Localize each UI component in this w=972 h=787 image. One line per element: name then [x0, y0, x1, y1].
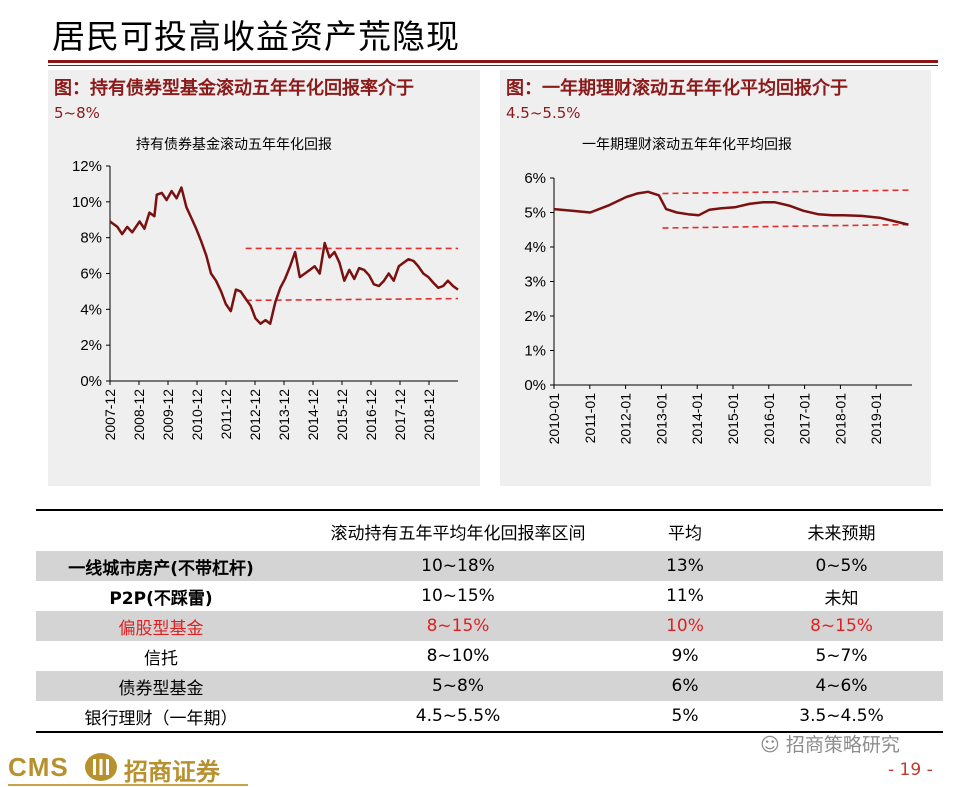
company-logo-name: 招商证券 [124, 757, 220, 786]
left-chart-title: 持有债券基金滚动五年年化回报 [136, 137, 332, 153]
table-cell-average: 11% [666, 586, 704, 606]
x-tick-label: 2017-01 [797, 393, 813, 445]
x-tick-label: 2008-12 [131, 389, 147, 441]
table-cell-asset: 信托 [144, 648, 178, 669]
x-tick-label: 2016-12 [363, 389, 379, 441]
watermark-text: 招商策略研究 [785, 734, 900, 756]
table-cell-outlook: 4~6% [740, 671, 943, 701]
range-band-line [662, 189, 913, 195]
table-cell-asset: 债券型基金 [36, 671, 286, 701]
table-row-highlighted: 偏股型基金 8~15% 10% 8~15% [36, 611, 943, 641]
x-tick-label: 2015-01 [725, 393, 741, 445]
table-cell-asset: P2P(不踩雷) [109, 588, 213, 609]
wealth-product-return-chart: 0% 1% 2% 3% 4% 5% 6% 2010-01 2011-01 2012-01 2013-… [524, 170, 913, 445]
table-header-average: 平均 [630, 509, 740, 551]
page-title: 居民可投高收益资产荒隐现 [52, 17, 460, 56]
cms-logo-icon [85, 753, 117, 781]
range-band-line [245, 297, 459, 302]
table-cell-asset: 偏股型基金 [36, 611, 286, 641]
title-divider-thin [48, 65, 938, 66]
x-tick-label: 2011-12 [218, 389, 234, 440]
table-cell-range: 4.5~5.5% [286, 701, 630, 733]
table-header-outlook: 未来预期 [740, 509, 943, 551]
left-chart-caption: 图：持有债券型基金滚动五年年化回报率介于 [54, 78, 414, 99]
table-header-range: 滚动持有五年平均年化回报率区间 [286, 509, 630, 551]
table-cell-range: 8~15% [286, 611, 630, 641]
y-tick-label: 12% [72, 158, 102, 175]
table-cell-average: 5% [630, 701, 740, 733]
y-tick-label: 6% [524, 170, 546, 187]
x-tick-label: 2014-01 [689, 393, 705, 445]
series-line [109, 186, 459, 325]
left-chart-panel [48, 70, 480, 486]
series-line [553, 190, 909, 226]
table-cell-range: 5~8% [286, 671, 630, 701]
wechat-icon: ☺ [760, 734, 780, 756]
table-cell-range: 10~18% [286, 551, 630, 581]
table-row: 一线城市房产(不带杠杆) 10~18% 13% 0~5% [36, 551, 943, 581]
table-cell-asset: 银行理财（一年期） [36, 701, 286, 733]
x-tick-label: 2010-01 [546, 393, 562, 445]
table-cell-range: 8~10% [426, 646, 490, 666]
table-cell-range: 10~15% [421, 586, 495, 606]
right-chart-title: 一年期理财滚动五年年化平均回报 [582, 137, 792, 153]
y-tick-label: 2% [80, 337, 102, 354]
table-cell-outlook: 3.5~4.5% [740, 701, 943, 733]
page-number: - 19 - [888, 760, 933, 780]
x-tick-label: 2013-12 [276, 389, 292, 441]
x-tick-label: 2009-12 [160, 389, 176, 441]
logo-underline [8, 784, 248, 786]
x-tick-label: 2015-12 [334, 389, 350, 441]
table-cell-average: 6% [630, 671, 740, 701]
x-tick-label: 2018-12 [421, 389, 437, 441]
y-tick-label: 0% [80, 373, 102, 390]
right-chart-panel [500, 70, 931, 486]
y-tick-label: 3% [524, 274, 546, 291]
table-cell-outlook: 0~5% [740, 551, 943, 581]
y-tick-label: 2% [524, 308, 546, 325]
table-row: 债券型基金 5~8% 6% 4~6% [36, 671, 943, 701]
y-tick-label: 4% [524, 239, 546, 256]
table-cell-outlook: 8~15% [740, 611, 943, 641]
table-cell-asset: 一线城市房产(不带杠杆) [36, 551, 286, 581]
x-tick-label: 2016-01 [761, 393, 777, 445]
table-cell-outlook: 5~7% [815, 646, 868, 666]
y-tick-label: 4% [80, 301, 102, 318]
table-cell-average: 10% [630, 611, 740, 641]
y-tick-label: 6% [80, 266, 102, 283]
x-tick-label: 2007-12 [102, 389, 118, 441]
x-tick-label: 2014-12 [305, 389, 321, 441]
x-tick-label: 2010-12 [189, 389, 205, 441]
table-header-asset [36, 509, 286, 551]
y-tick-label: 0% [524, 377, 546, 394]
left-chart-caption-range: 5~8% [54, 104, 100, 122]
table-header-row: 滚动持有五年平均年化回报率区间 平均 未来预期 [36, 509, 943, 551]
table-row: 信托 8~10% 9% 5~7% [36, 641, 943, 671]
right-chart-caption-range: 4.5~5.5% [506, 104, 581, 122]
table-cell-average: 13% [630, 551, 740, 581]
y-tick-label: 5% [524, 205, 546, 222]
x-tick-label: 2012-01 [618, 393, 634, 445]
cms-logo-text: CMS [8, 752, 69, 782]
x-tick-label: 2019-01 [868, 393, 884, 445]
table-row: P2P(不踩雷) 10~15% 11% 未知 [36, 581, 943, 611]
asset-return-table: 滚动持有五年平均年化回报率区间 平均 未来预期 一线城市房产(不带杠杆) 10~… [36, 509, 943, 733]
x-tick-label: 2018-01 [832, 393, 848, 445]
y-tick-label: 1% [524, 343, 546, 360]
table-cell-outlook: 未知 [824, 588, 859, 609]
table-cell-average: 9% [671, 646, 699, 666]
title-divider [48, 60, 938, 63]
table-row: 银行理财（一年期） 4.5~5.5% 5% 3.5~4.5% [36, 701, 943, 733]
range-band-line [662, 223, 913, 229]
x-tick-label: 2013-01 [653, 393, 669, 445]
right-chart-caption: 图：一年期理财滚动五年年化平均回报介于 [506, 78, 848, 99]
x-tick-label: 2017-12 [392, 389, 408, 441]
wechat-watermark: ☺ 招商策略研究 [760, 730, 900, 757]
x-tick-label: 2011-01 [582, 393, 598, 444]
bond-fund-return-chart: 0% 2% 4% 6% 8% 10% 12% 2007-12 2008-12 2009-12 201… [72, 158, 459, 441]
y-tick-label: 8% [80, 230, 102, 247]
x-tick-label: 2012-12 [247, 389, 263, 441]
y-tick-label: 10% [72, 194, 102, 211]
